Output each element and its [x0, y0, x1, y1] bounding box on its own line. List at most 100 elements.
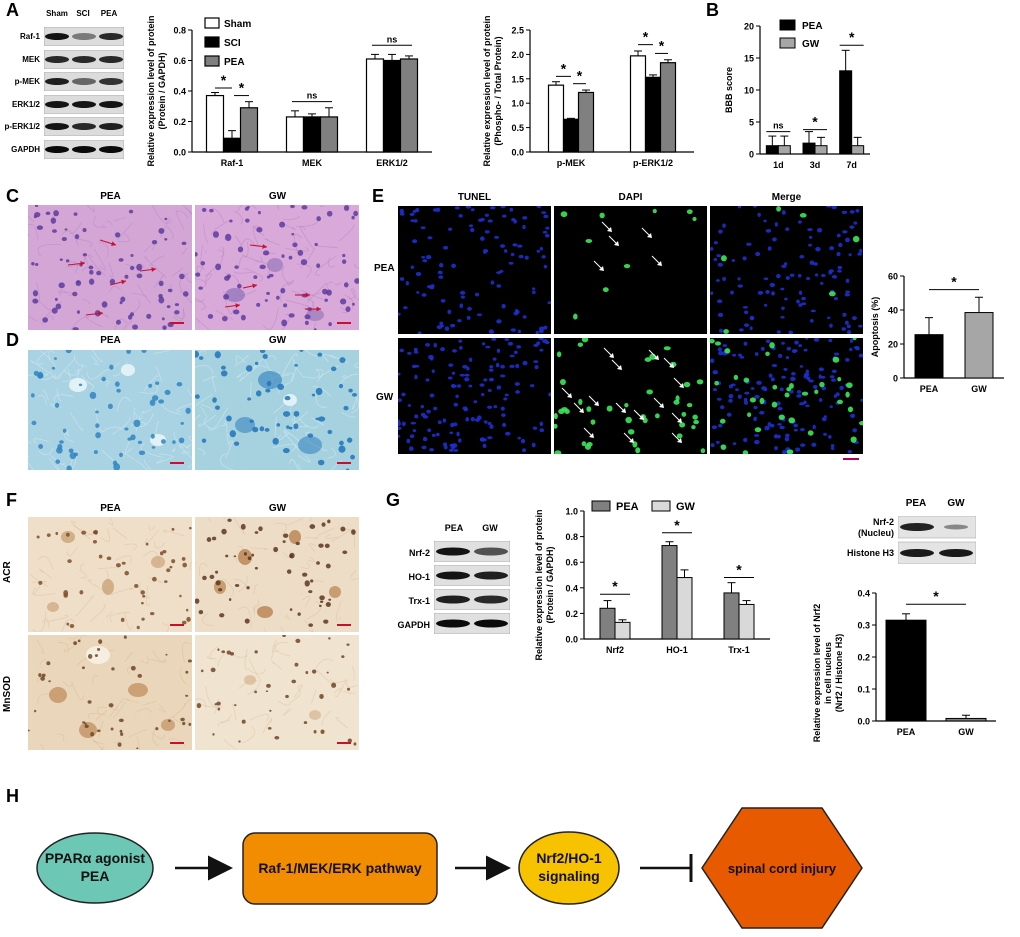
bar — [777, 145, 791, 155]
y-tick-label: 2.0 — [511, 50, 524, 60]
significance-label: * — [221, 72, 227, 88]
node-raf-mek-erk-label: Raf-1/MEK/ERK pathway — [258, 860, 422, 876]
y-tick-label: 1.5 — [511, 74, 524, 84]
x-tick-label: Nrf2 — [606, 645, 624, 655]
y-axis-label: Apoptosis (%) — [870, 297, 880, 358]
bar — [577, 91, 595, 153]
significance-label: * — [612, 578, 618, 594]
bar — [802, 142, 816, 155]
significance-label: * — [659, 37, 665, 53]
y-tick-label: 1.0 — [511, 99, 524, 109]
blot-row-label: p-MEK — [14, 77, 40, 86]
x-tick-label: 7d — [846, 160, 857, 170]
significance-label: ns — [387, 34, 398, 44]
g-blot-lane-pea: PEA — [444, 523, 464, 533]
bar — [914, 334, 944, 379]
legend-swatch — [204, 55, 220, 67]
blot-strip — [44, 72, 124, 91]
panel-d-label-gw: GW — [268, 335, 287, 346]
bar — [205, 94, 225, 153]
significance-label: * — [577, 68, 583, 84]
ihc-acr-gw-image — [195, 517, 359, 632]
g-blot-strip — [434, 565, 510, 586]
panel-f-letter: F — [6, 490, 17, 510]
x-tick-label: MEK — [302, 158, 323, 168]
blot-strip — [44, 27, 124, 46]
x-tick-label: PEA — [897, 727, 916, 737]
x-tick-label: p-ERK1/2 — [633, 158, 673, 168]
g-blot-row-label: HO-1 — [408, 572, 430, 582]
chart-a2: 0.0 0.5 1.0 1.5 2.0 2.5 Relative expression le… — [482, 15, 694, 168]
y-tick-label: 0.8 — [173, 26, 186, 36]
nuc-lane-pea: PEA — [905, 498, 927, 509]
panel-f-col-gw: GW — [268, 503, 287, 514]
y-axis-label: (Protein / GAPDH) — [157, 52, 167, 129]
y-tick-label: 15 — [744, 54, 754, 64]
significance-label: ns — [773, 121, 784, 131]
chart-a1: 0.0 0.2 0.4 0.6 0.8 Relative expression level… — [146, 15, 432, 168]
ihc-mnsod-pea-image — [28, 635, 192, 750]
y-axis-label: Relative expression level of Nrf2 — [812, 604, 822, 743]
panel-c-letter: C — [6, 186, 19, 206]
blot-row-label: Raf-1 — [19, 32, 40, 41]
y-tick-label: 0.4 — [857, 589, 870, 599]
significance-label: * — [933, 588, 939, 604]
legend-swatch — [779, 37, 796, 49]
x-tick-label: GW — [958, 727, 974, 737]
panel-e-letter: E — [372, 186, 385, 206]
y-axis-label: Relative expression level of protein — [534, 509, 544, 660]
bar — [738, 603, 755, 640]
bar — [661, 545, 678, 640]
merge-gw-image — [710, 338, 863, 454]
y-tick-label: 0.4 — [173, 87, 186, 97]
legend-swatch — [204, 17, 220, 29]
panel-f-row-mnsod: MnSOD — [2, 675, 13, 712]
y-tick-label: 0.0 — [565, 635, 578, 645]
g-blot-row-label: GAPDH — [397, 620, 430, 630]
bar — [562, 118, 580, 153]
node-nrf2-ho1-line1: Nrf2/HO-1 — [536, 850, 602, 866]
blot-row-label: p-ERK1/2 — [4, 122, 40, 131]
significance-label: * — [561, 60, 567, 76]
y-axis-label: (Nrf2 / Histone H3) — [834, 634, 844, 713]
legend-swatch — [204, 36, 220, 48]
pathway-diagram: PPARα agonist PEA Raf-1/MEK/ERK pathway … — [36, 807, 863, 929]
panel-h-letter: H — [6, 786, 19, 806]
legend-label: Sham — [224, 19, 251, 30]
bar — [723, 592, 740, 640]
y-axis-label: (Phospho- / Total Protein) — [493, 36, 503, 145]
x-tick-label: Trx-1 — [728, 645, 750, 655]
panel-e-col-dapi: DAPI — [618, 192, 643, 203]
chart-b: 0 5 10 15 20 BBB score 1d 3d 7d PEA GW ns * * — [724, 19, 870, 170]
panel-c-label-gw: GW — [268, 191, 287, 202]
panel-a-letter: A — [6, 0, 19, 20]
blot-strip — [44, 94, 124, 114]
node-spinal-cord-injury — [701, 807, 863, 929]
x-tick-label: p-MEK — [557, 158, 586, 168]
y-tick-label: 0.0 — [173, 148, 186, 158]
bar — [964, 312, 994, 379]
nuclear-blot-image — [898, 516, 976, 564]
y-axis-label: Relative expression level of protein — [482, 15, 492, 166]
y-tick-label: 0.1 — [857, 685, 870, 695]
panel-c-label-pea: PEA — [100, 191, 121, 202]
y-axis-label: Relative expression level of protein — [146, 15, 156, 166]
blot-row-label: MEK — [22, 54, 40, 64]
bar — [547, 84, 565, 153]
y-tick-label: 10 — [744, 86, 754, 96]
bar — [659, 62, 677, 153]
legend-label: SCI — [224, 38, 241, 49]
dapi-pea-image — [554, 206, 707, 334]
y-axis-label: (Protein / GAPDH) — [545, 546, 555, 623]
significance-label: * — [812, 114, 818, 130]
x-tick-label: 3d — [810, 160, 821, 170]
x-tick-label: Raf-1 — [221, 158, 244, 168]
blot-strip — [44, 49, 124, 69]
tunel-gw-image — [398, 338, 551, 454]
y-tick-label: 60 — [888, 272, 898, 282]
significance-label: * — [239, 80, 245, 96]
x-tick-label: 1d — [773, 160, 784, 170]
y-tick-label: 0.2 — [857, 653, 870, 663]
bar — [614, 621, 631, 640]
y-tick-label: 0.4 — [565, 583, 578, 593]
